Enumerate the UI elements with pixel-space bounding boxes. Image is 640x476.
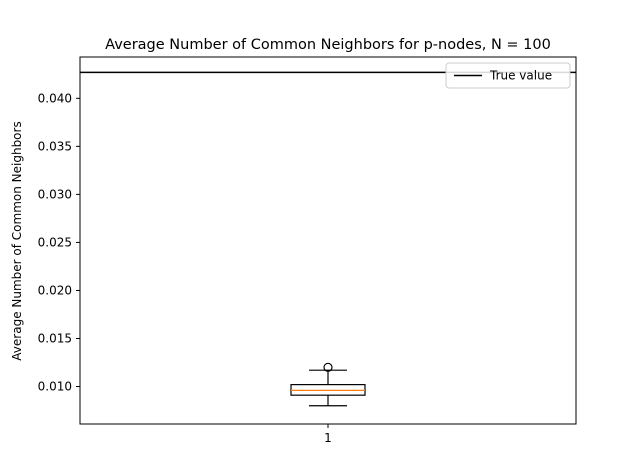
- legend-label-true-value: True value: [489, 69, 552, 83]
- legend-box: [445, 62, 571, 89]
- y-tick-label-3: 0.025: [38, 235, 72, 249]
- y-tick-label-5: 0.035: [38, 139, 72, 153]
- x-tick-label-0: 1: [324, 431, 332, 445]
- chart-title: Average Number of Common Neighbors for p…: [105, 37, 551, 53]
- y-tick-label-2: 0.020: [38, 283, 72, 297]
- y-tick-label-0: 0.010: [38, 380, 72, 394]
- plot-area: 0.010 0.015 0.020 0.025 0.030 0.035 0.040 1 True…: [38, 56, 577, 445]
- y-tick-label-1: 0.015: [38, 331, 72, 345]
- outlier-point-0: [323, 362, 333, 372]
- y-tick-label-6: 0.040: [38, 91, 72, 105]
- y-tick-label-4: 0.030: [38, 187, 72, 201]
- y-axis-label: Average Number of Common Neighbors: [10, 121, 24, 360]
